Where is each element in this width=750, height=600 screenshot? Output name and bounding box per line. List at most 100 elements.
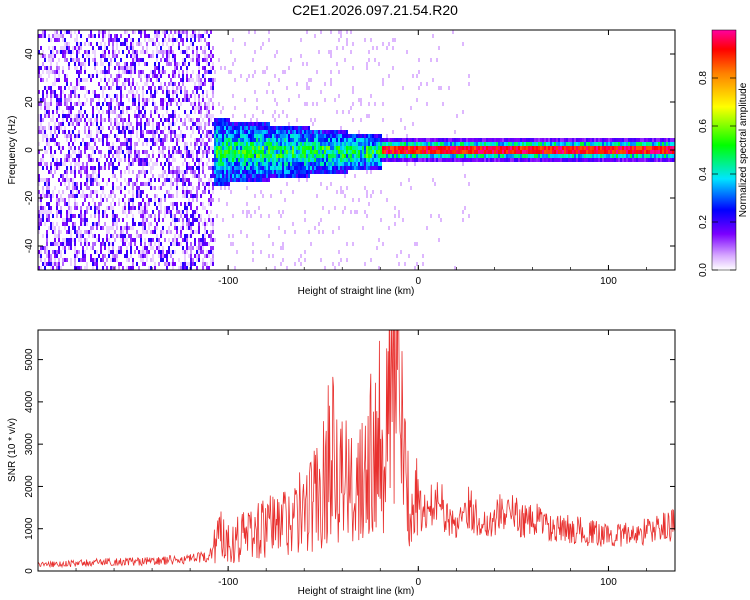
heatmap-cell bbox=[78, 42, 80, 46]
heatmap-cell bbox=[48, 138, 50, 142]
heatmap-cell bbox=[44, 246, 46, 250]
heatmap-cell bbox=[428, 146, 430, 150]
heatmap-cell bbox=[610, 138, 612, 142]
heatmap-cell bbox=[80, 166, 82, 170]
heatmap-cell bbox=[194, 138, 196, 142]
heatmap-cell bbox=[272, 142, 274, 146]
heatmap-cell bbox=[110, 266, 112, 270]
heatmap-cell bbox=[330, 54, 332, 58]
heatmap-cell bbox=[156, 246, 158, 250]
heatmap-cell bbox=[258, 170, 260, 174]
heatmap-cell bbox=[178, 146, 180, 150]
heatmap-cell bbox=[100, 166, 102, 170]
heatmap-cell bbox=[294, 142, 296, 146]
heatmap-cell bbox=[50, 154, 52, 158]
heatmap-cell bbox=[276, 174, 278, 178]
heatmap-cell bbox=[158, 246, 160, 250]
heatmap-cell bbox=[134, 50, 136, 54]
heatmap-cell bbox=[154, 30, 156, 34]
heatmap-cell bbox=[406, 142, 408, 146]
heatmap-cell bbox=[296, 166, 298, 170]
heatmap-cell bbox=[130, 62, 132, 66]
heatmap-cell bbox=[248, 174, 250, 178]
heatmap-cell bbox=[544, 150, 546, 154]
heatmap-cell bbox=[90, 98, 92, 102]
heatmap-cell bbox=[180, 262, 182, 266]
heatmap-cell bbox=[70, 122, 72, 126]
heatmap-cell bbox=[448, 150, 450, 154]
heatmap-cell bbox=[258, 138, 260, 142]
heatmap-cell bbox=[38, 250, 40, 254]
heatmap-cell bbox=[154, 198, 156, 202]
heatmap-cell bbox=[88, 174, 90, 178]
heatmap-cell bbox=[554, 138, 556, 142]
heatmap-cell bbox=[52, 194, 54, 198]
heatmap-cell bbox=[196, 54, 198, 58]
heatmap-cell bbox=[106, 82, 108, 86]
heatmap-cell bbox=[472, 142, 474, 146]
heatmap-cell bbox=[212, 54, 214, 58]
heatmap-cell bbox=[194, 194, 196, 198]
heatmap-cell bbox=[174, 158, 176, 162]
heatmap-cell bbox=[80, 242, 82, 246]
heatmap-cell bbox=[200, 102, 202, 106]
heatmap-cell bbox=[150, 238, 152, 242]
heatmap-cell bbox=[636, 158, 638, 162]
heatmap-cell bbox=[236, 138, 238, 142]
heatmap-cell bbox=[194, 210, 196, 214]
heatmap-cell bbox=[178, 134, 180, 138]
heatmap-cell bbox=[466, 142, 468, 146]
heatmap-cell bbox=[120, 142, 122, 146]
heatmap-cell bbox=[96, 158, 98, 162]
heatmap-cell bbox=[122, 142, 124, 146]
heatmap-cell bbox=[266, 178, 268, 182]
heatmap-cell bbox=[344, 206, 346, 210]
heatmap-cell bbox=[214, 178, 216, 182]
heatmap-cell bbox=[46, 202, 48, 206]
heatmap-cell bbox=[102, 266, 104, 270]
heatmap-cell bbox=[196, 106, 198, 110]
heatmap-cell bbox=[118, 126, 120, 130]
heatmap-cell bbox=[324, 98, 326, 102]
heatmap-cell bbox=[108, 34, 110, 38]
heatmap-cell bbox=[54, 130, 56, 134]
heatmap-cell bbox=[216, 126, 218, 130]
heatmap-cell bbox=[186, 46, 188, 50]
heatmap-cell bbox=[494, 138, 496, 142]
heatmap-cell bbox=[310, 154, 312, 158]
heatmap-cell bbox=[630, 150, 632, 154]
heatmap-cell bbox=[166, 90, 168, 94]
heatmap-cell bbox=[118, 150, 120, 154]
heatmap-cell bbox=[250, 154, 252, 158]
heatmap-cell bbox=[504, 138, 506, 142]
heatmap-cell bbox=[58, 122, 60, 126]
heatmap-cell bbox=[178, 166, 180, 170]
heatmap-cell bbox=[346, 162, 348, 166]
heatmap-cell bbox=[338, 158, 340, 162]
heatmap-cell bbox=[302, 170, 304, 174]
heatmap-cell bbox=[352, 66, 354, 70]
heatmap-cell bbox=[112, 154, 114, 158]
heatmap-cell bbox=[224, 166, 226, 170]
heatmap-cell bbox=[370, 38, 372, 42]
heatmap-cell bbox=[324, 158, 326, 162]
heatmap-cell bbox=[130, 82, 132, 86]
heatmap-cell bbox=[84, 142, 86, 146]
heatmap-cell bbox=[198, 66, 200, 70]
heatmap-cell bbox=[216, 138, 218, 142]
heatmap-cell bbox=[272, 154, 274, 158]
heatmap-cell bbox=[316, 154, 318, 158]
heatmap-cell bbox=[264, 158, 266, 162]
heatmap-cell bbox=[434, 138, 436, 142]
heatmap-cell bbox=[176, 90, 178, 94]
heatmap-cell bbox=[56, 98, 58, 102]
heatmap-cell bbox=[210, 70, 212, 74]
heatmap-cell bbox=[88, 62, 90, 66]
heatmap-cell bbox=[368, 146, 370, 150]
heatmap-cell bbox=[156, 30, 158, 34]
heatmap-cell bbox=[158, 138, 160, 142]
heatmap-cell bbox=[70, 170, 72, 174]
heatmap-cell bbox=[140, 126, 142, 130]
heatmap-cell bbox=[254, 146, 256, 150]
heatmap-cell bbox=[328, 210, 330, 214]
